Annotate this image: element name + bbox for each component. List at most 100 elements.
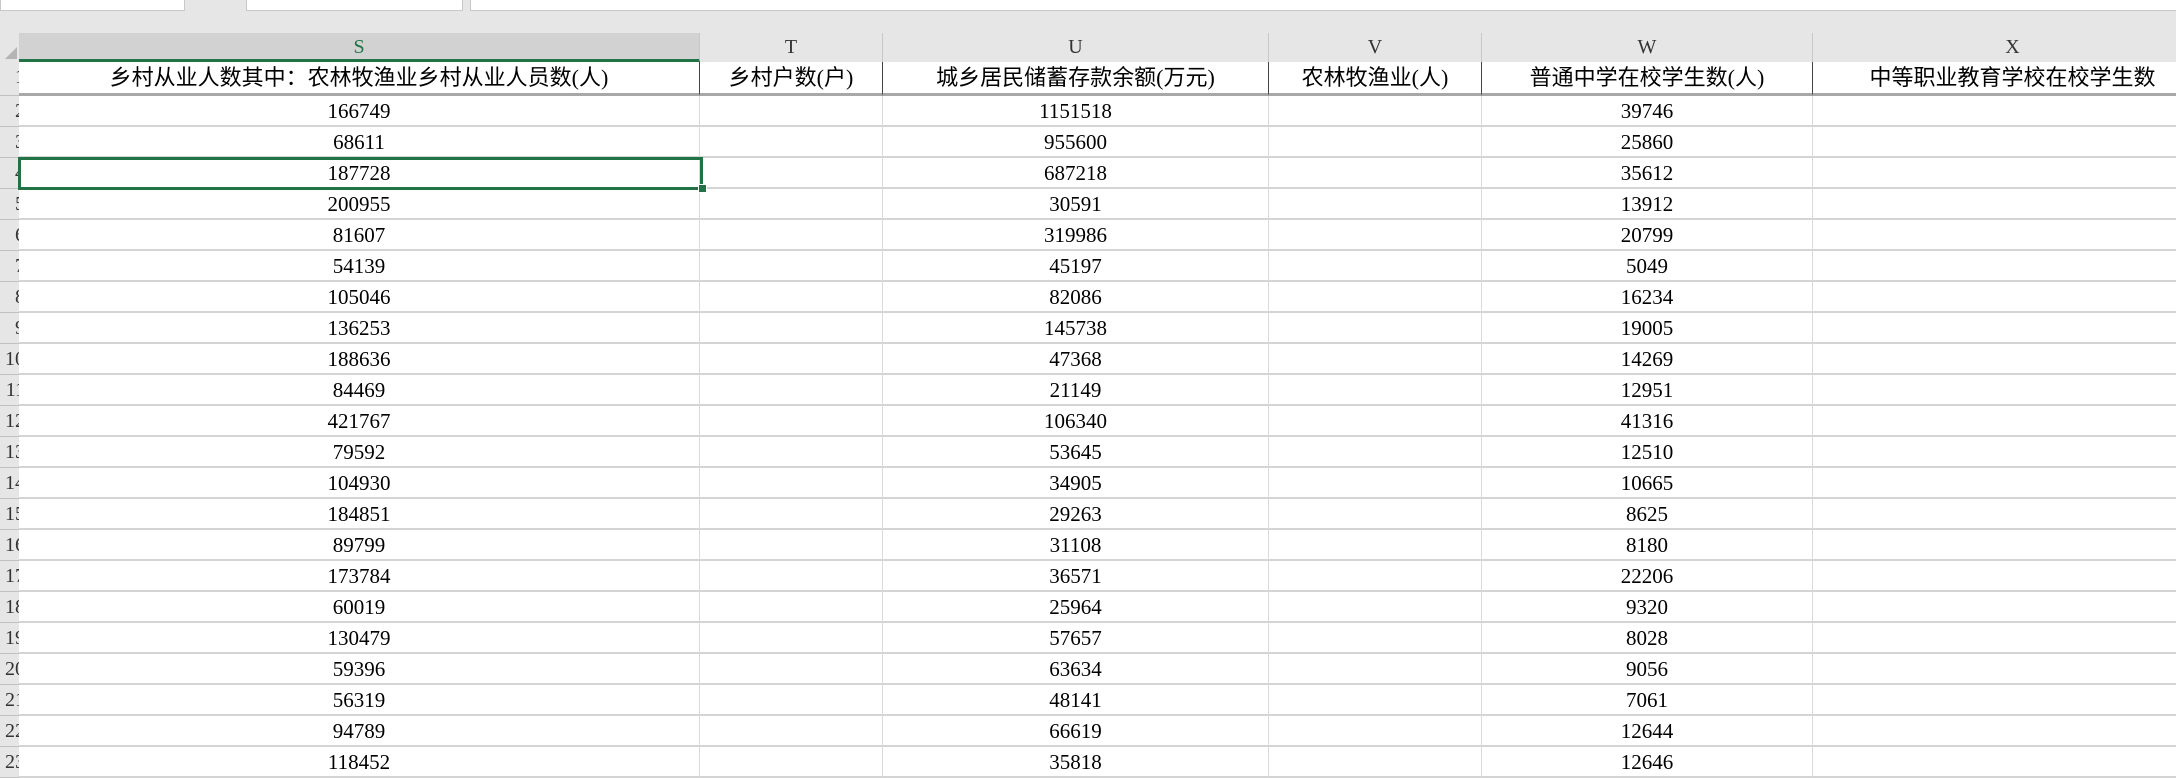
cell-S[interactable]: 200955 xyxy=(19,189,700,220)
cell-U[interactable]: 82086 xyxy=(883,282,1269,313)
row-header[interactable]: 23 xyxy=(0,747,19,778)
cell-S[interactable]: 105046 xyxy=(19,282,700,313)
cell-W[interactable]: 10665 xyxy=(1482,468,1813,499)
cell-W[interactable]: 22206 xyxy=(1482,561,1813,592)
cell-T[interactable] xyxy=(700,685,883,716)
row-header[interactable]: 18 xyxy=(0,592,19,623)
cell-X[interactable] xyxy=(1813,220,2176,251)
cell-S[interactable]: 68611 xyxy=(19,127,700,158)
cell-X[interactable] xyxy=(1813,96,2176,127)
cell-S[interactable]: 56319 xyxy=(19,685,700,716)
cell-S[interactable]: 84469 xyxy=(19,375,700,406)
cell-T[interactable] xyxy=(700,282,883,313)
row-header[interactable]: 14 xyxy=(0,468,19,499)
column-header-X[interactable]: X xyxy=(1813,33,2176,62)
row-header[interactable]: 7 xyxy=(0,251,19,282)
cell-U[interactable]: 48141 xyxy=(883,685,1269,716)
cell-X[interactable] xyxy=(1813,623,2176,654)
cell-X[interactable] xyxy=(1813,189,2176,220)
cell-V[interactable] xyxy=(1269,96,1482,127)
cell-U[interactable]: 47368 xyxy=(883,344,1269,375)
row-header[interactable]: 11 xyxy=(0,375,19,406)
cell-U[interactable]: 319986 xyxy=(883,220,1269,251)
cell-S[interactable]: 乡村从业人数其中：农林牧渔业乡村从业人员数(人) xyxy=(19,62,700,96)
row-header[interactable]: 4 xyxy=(0,158,19,189)
cell-T[interactable]: 乡村户数(户) xyxy=(700,62,883,96)
row-header[interactable]: 5 xyxy=(0,189,19,220)
cell-T[interactable] xyxy=(700,406,883,437)
cell-V[interactable] xyxy=(1269,654,1482,685)
cell-X[interactable] xyxy=(1813,282,2176,313)
cell-T[interactable] xyxy=(700,251,883,282)
fill-handle[interactable] xyxy=(698,184,707,193)
row-header[interactable]: 19 xyxy=(0,623,19,654)
row-header[interactable]: 22 xyxy=(0,716,19,747)
cell-U[interactable]: 36571 xyxy=(883,561,1269,592)
cell-V[interactable] xyxy=(1269,530,1482,561)
formula-bar[interactable] xyxy=(470,0,2176,11)
cell-T[interactable] xyxy=(700,313,883,344)
cell-W[interactable]: 5049 xyxy=(1482,251,1813,282)
cell-U[interactable]: 35818 xyxy=(883,747,1269,778)
cell-S[interactable]: 173784 xyxy=(19,561,700,592)
cell-W[interactable]: 9056 xyxy=(1482,654,1813,685)
cell-X[interactable] xyxy=(1813,406,2176,437)
cell-W[interactable]: 12510 xyxy=(1482,437,1813,468)
cell-X[interactable] xyxy=(1813,251,2176,282)
row-header[interactable]: 1 xyxy=(0,62,19,96)
cell-T[interactable] xyxy=(700,375,883,406)
cell-S[interactable]: 54139 xyxy=(19,251,700,282)
row-header[interactable]: 3 xyxy=(0,127,19,158)
cell-T[interactable] xyxy=(700,592,883,623)
cell-S[interactable]: 187728 xyxy=(19,158,700,189)
cell-S[interactable]: 79592 xyxy=(19,437,700,468)
cell-V[interactable] xyxy=(1269,189,1482,220)
cell-U[interactable]: 城乡居民储蓄存款余额(万元) xyxy=(883,62,1269,96)
cell-T[interactable] xyxy=(700,654,883,685)
cell-V[interactable] xyxy=(1269,437,1482,468)
cell-X[interactable] xyxy=(1813,530,2176,561)
cell-X[interactable] xyxy=(1813,437,2176,468)
cell-V[interactable] xyxy=(1269,344,1482,375)
cell-U[interactable]: 45197 xyxy=(883,251,1269,282)
column-header-W[interactable]: W xyxy=(1482,33,1813,62)
cell-U[interactable]: 687218 xyxy=(883,158,1269,189)
formula-controls[interactable] xyxy=(246,0,463,11)
cell-T[interactable] xyxy=(700,220,883,251)
cell-U[interactable]: 145738 xyxy=(883,313,1269,344)
cell-U[interactable]: 106340 xyxy=(883,406,1269,437)
cell-W[interactable]: 41316 xyxy=(1482,406,1813,437)
cell-V[interactable] xyxy=(1269,561,1482,592)
cell-V[interactable] xyxy=(1269,747,1482,778)
cell-U[interactable]: 66619 xyxy=(883,716,1269,747)
cell-T[interactable] xyxy=(700,561,883,592)
cell-W[interactable]: 16234 xyxy=(1482,282,1813,313)
column-header-U[interactable]: U xyxy=(883,33,1269,62)
cell-S[interactable]: 130479 xyxy=(19,623,700,654)
row-header[interactable]: 15 xyxy=(0,499,19,530)
row-header[interactable]: 13 xyxy=(0,437,19,468)
row-header[interactable]: 20 xyxy=(0,654,19,685)
column-header-T[interactable]: T xyxy=(700,33,883,62)
cell-W[interactable]: 12951 xyxy=(1482,375,1813,406)
cell-S[interactable]: 104930 xyxy=(19,468,700,499)
cell-X[interactable] xyxy=(1813,592,2176,623)
cell-T[interactable] xyxy=(700,344,883,375)
cell-U[interactable]: 29263 xyxy=(883,499,1269,530)
cell-U[interactable]: 31108 xyxy=(883,530,1269,561)
cell-X[interactable] xyxy=(1813,127,2176,158)
column-header-V[interactable]: V xyxy=(1269,33,1482,62)
row-header[interactable]: 10 xyxy=(0,344,19,375)
cell-S[interactable]: 188636 xyxy=(19,344,700,375)
cell-V[interactable] xyxy=(1269,592,1482,623)
cell-V[interactable] xyxy=(1269,220,1482,251)
cell-U[interactable]: 30591 xyxy=(883,189,1269,220)
cell-T[interactable] xyxy=(700,499,883,530)
cell-S[interactable]: 136253 xyxy=(19,313,700,344)
cell-X[interactable] xyxy=(1813,685,2176,716)
cell-W[interactable]: 8625 xyxy=(1482,499,1813,530)
cell-S[interactable]: 81607 xyxy=(19,220,700,251)
cell-W[interactable]: 12644 xyxy=(1482,716,1813,747)
cell-S[interactable]: 118452 xyxy=(19,747,700,778)
cell-T[interactable] xyxy=(700,158,883,189)
